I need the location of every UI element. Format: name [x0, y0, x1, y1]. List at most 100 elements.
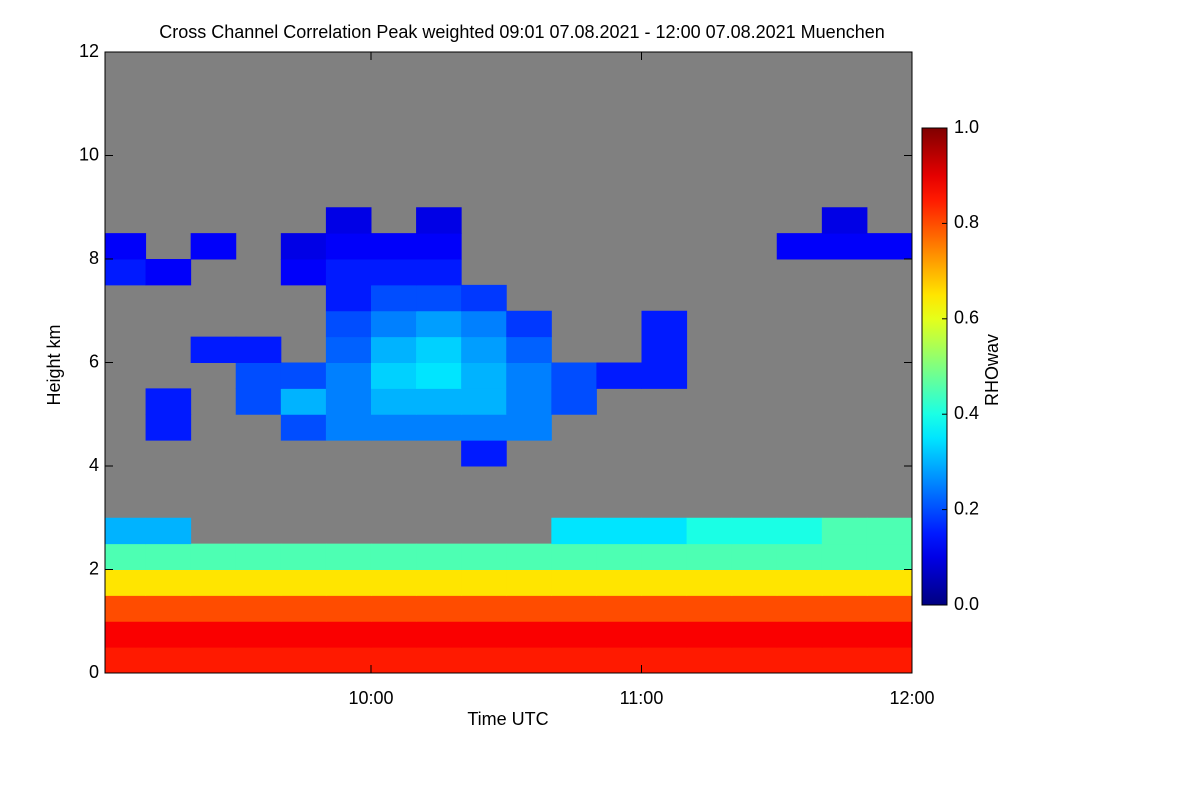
heatmap-cell — [145, 621, 192, 648]
heatmap-cell — [821, 569, 868, 596]
heatmap-cell — [416, 362, 462, 389]
heatmap-cell — [416, 543, 462, 570]
heatmap-cell — [325, 233, 372, 260]
heatmap-cell — [461, 621, 507, 648]
heatmap-cell — [776, 517, 823, 545]
colorbar-tick-label: 0.8 — [954, 212, 979, 232]
heatmap-cell — [506, 595, 552, 622]
heatmap-cell — [506, 414, 552, 441]
heatmap-cell — [551, 388, 597, 415]
heatmap-cell — [190, 336, 237, 363]
x-tick-label: 11:00 — [620, 688, 664, 708]
heatmap-cell — [866, 569, 913, 596]
heatmap-cell — [776, 621, 823, 648]
heatmap-cell — [190, 543, 237, 570]
heatmap-cell — [190, 621, 237, 648]
heatmap-cell — [821, 621, 868, 648]
heatmap-cell — [416, 259, 462, 286]
heatmap-cell — [145, 647, 192, 674]
heatmap-cell — [235, 647, 282, 674]
heatmap-cell — [461, 595, 507, 622]
heatmap-cell — [461, 440, 507, 467]
heatmap-cell — [686, 621, 733, 648]
heatmap-cell — [325, 284, 372, 312]
heatmap-cell — [686, 543, 733, 570]
heatmap-cell — [280, 362, 327, 389]
heatmap-cell — [105, 517, 147, 545]
heatmap-cell — [641, 595, 688, 622]
colorbar-tick-label: 0.6 — [954, 308, 979, 328]
heatmap-cell — [105, 259, 147, 286]
heatmap-cell — [190, 233, 237, 260]
heatmap-cell — [551, 362, 597, 389]
heatmap-cell — [280, 621, 327, 648]
heatmap-cell — [596, 543, 642, 570]
heatmap-cell — [105, 621, 147, 648]
heatmap-cell — [641, 336, 688, 363]
heatmap-cell — [416, 336, 462, 363]
heatmap-cell — [506, 543, 552, 570]
heatmap-cell — [416, 569, 462, 596]
heatmap-cell — [280, 233, 327, 260]
heatmap-cell — [461, 284, 507, 312]
heatmap-cell — [325, 647, 372, 674]
heatmap-cell — [325, 207, 372, 234]
heatmap-cell — [370, 310, 417, 338]
heatmap-cell — [776, 233, 823, 260]
heatmap-cell — [506, 310, 552, 338]
colorbar-tick-label: 1.0 — [954, 117, 979, 137]
y-tick-label: 2 — [89, 558, 99, 578]
heatmap-cell — [325, 310, 372, 338]
heatmap-cell — [641, 517, 688, 545]
heatmap-cell — [551, 569, 597, 596]
colorbar — [921, 127, 948, 606]
heatmap-cell — [461, 414, 507, 441]
heatmap-cell — [235, 543, 282, 570]
y-tick-label: 8 — [89, 248, 99, 268]
heatmap-cell — [325, 621, 372, 648]
heatmap-cell — [235, 621, 282, 648]
heatmap-cell — [596, 569, 642, 596]
heatmap-cell — [506, 362, 552, 389]
heatmap-cell — [370, 388, 417, 415]
heatmap-cell — [280, 569, 327, 596]
heatmap-cell — [731, 647, 778, 674]
heatmap-cell — [190, 647, 237, 674]
y-tick-label: 6 — [89, 351, 99, 371]
heatmap-cell — [105, 233, 147, 260]
heatmap-cell — [596, 517, 642, 545]
heatmap-cell — [370, 259, 417, 286]
heatmap-cell — [641, 362, 688, 389]
colorbar-tick-label: 0.0 — [954, 594, 979, 614]
heatmap-cell — [776, 569, 823, 596]
heatmap-cell — [105, 543, 147, 570]
heatmap-cell — [731, 621, 778, 648]
heatmap-cell — [416, 310, 462, 338]
heatmap-cell — [416, 647, 462, 674]
heatmap-cell — [551, 543, 597, 570]
heatmap-cell — [235, 388, 282, 415]
heatmap-cell — [641, 569, 688, 596]
heatmap-cell — [551, 621, 597, 648]
heatmap-cell — [821, 207, 868, 234]
heatmap-cell — [370, 336, 417, 363]
heatmap-cell — [235, 362, 282, 389]
heatmap-cell — [370, 414, 417, 441]
heatmap-cell — [370, 543, 417, 570]
heatmap-cell — [506, 336, 552, 363]
heatmap-cell — [145, 388, 192, 415]
y-tick-label: 10 — [79, 144, 99, 164]
heatmap-cell — [105, 595, 147, 622]
heatmap-cell — [370, 569, 417, 596]
heatmap-cell — [551, 595, 597, 622]
heatmap-cell — [866, 233, 913, 260]
heatmap-cell — [370, 362, 417, 389]
heatmap-cell — [280, 647, 327, 674]
heatmap-cell — [821, 595, 868, 622]
y-tick-label: 0 — [89, 662, 99, 682]
heatmap-cell — [235, 336, 282, 363]
heatmap-cell — [461, 647, 507, 674]
heatmap-cell — [461, 543, 507, 570]
heatmap-cell — [686, 595, 733, 622]
